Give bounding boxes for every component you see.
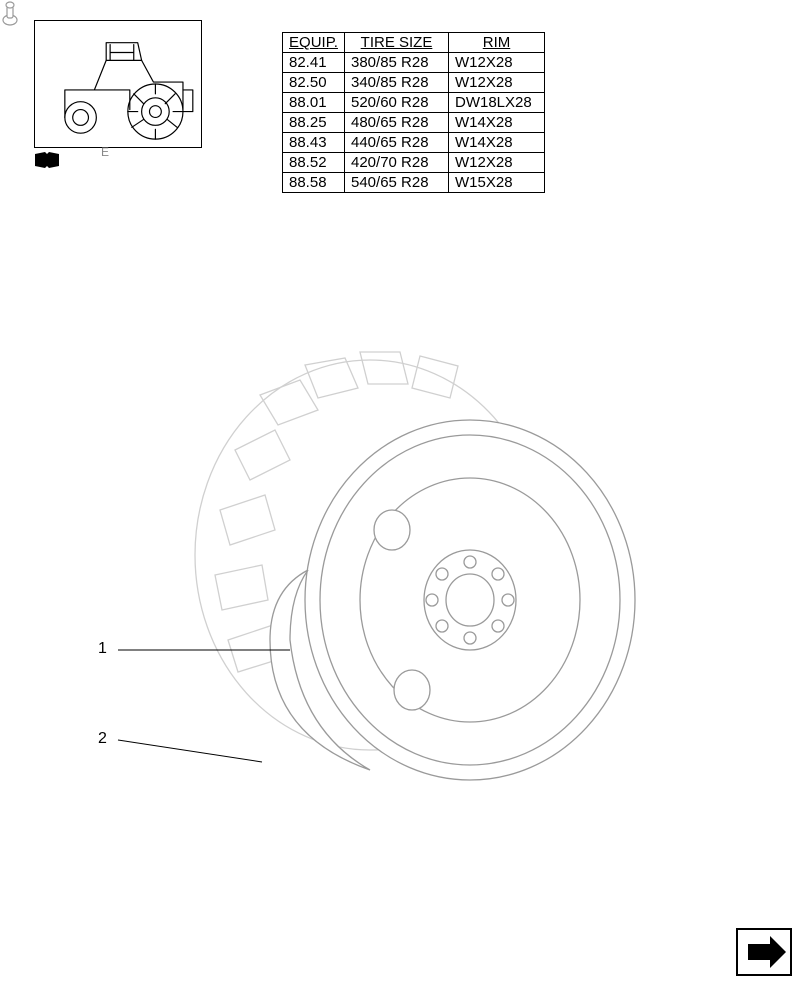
wheel-illustration xyxy=(180,340,650,800)
valve-icon xyxy=(0,0,20,26)
table-row: 88.58540/65 R28W15X28 xyxy=(283,173,545,193)
col-rim: RIM xyxy=(449,33,545,53)
thumb-page-label: E xyxy=(101,145,109,159)
table-row: 88.43440/65 R28W14X28 xyxy=(283,133,545,153)
table-body: 82.41380/85 R28W12X28 82.50340/85 R28W12… xyxy=(283,53,545,193)
table-header-row: EQUIP. TIRE SIZE RIM xyxy=(283,33,545,53)
table-row: 88.25480/65 R28W14X28 xyxy=(283,113,545,133)
col-equip: EQUIP. xyxy=(283,33,345,53)
table-row: 88.52420/70 R28W12X28 xyxy=(283,153,545,173)
table-row: 82.50340/85 R28W12X28 xyxy=(283,73,545,93)
table-row: 88.01520/60 R28DW18LX28 xyxy=(283,93,545,113)
tractor-illustration xyxy=(35,21,201,147)
table-row: 82.41380/85 R28W12X28 xyxy=(283,53,545,73)
col-tire-size: TIRE SIZE xyxy=(345,33,449,53)
rim-outline xyxy=(270,420,635,780)
thumbnail-panel: E xyxy=(34,20,202,148)
tire-spec-table: EQUIP. TIRE SIZE RIM 82.41380/85 R28W12X… xyxy=(282,32,545,193)
book-icon xyxy=(35,152,59,168)
callout-2-number: 2 xyxy=(98,730,107,748)
next-page-icon[interactable] xyxy=(736,928,792,976)
callout-1-number: 1 xyxy=(98,640,107,658)
